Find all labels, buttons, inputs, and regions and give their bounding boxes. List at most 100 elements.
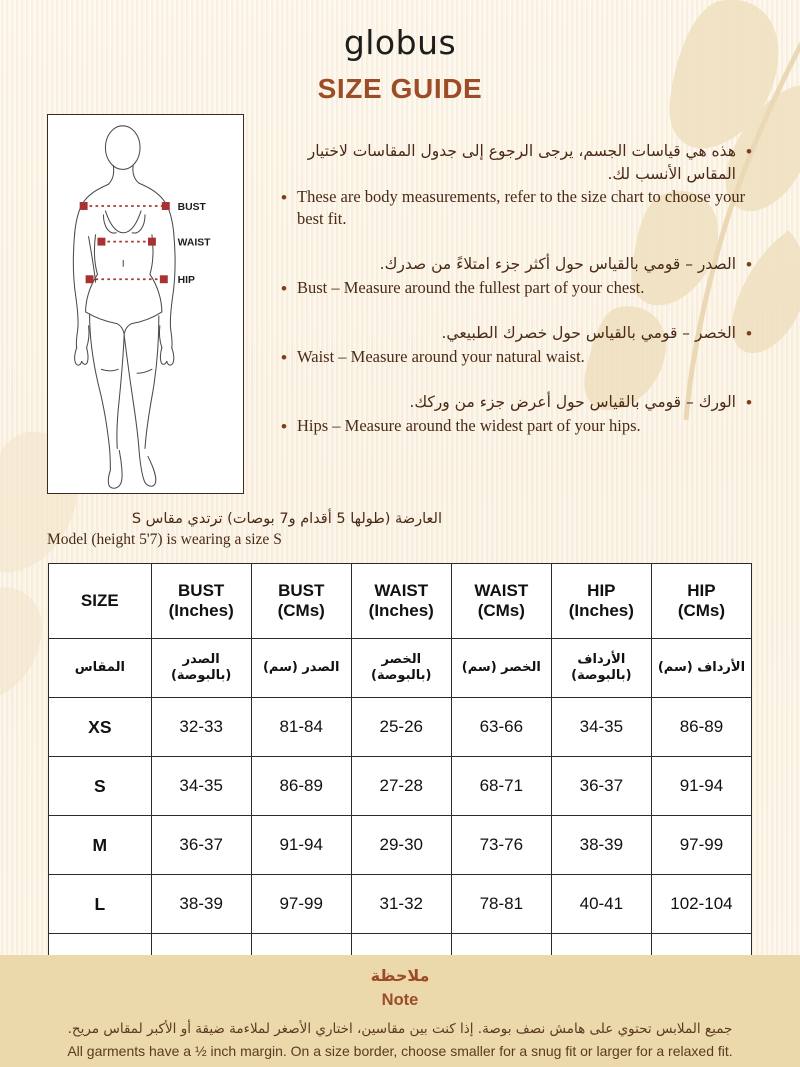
cell-waist-cms: 63-66: [450, 697, 552, 758]
cell-bust-inches: 38-39: [150, 874, 252, 935]
cell-waist-inches: 25-26: [350, 697, 452, 758]
col-header-ar-waist-inches: الخصر (بالبوصة): [350, 638, 452, 699]
col-header-hip-inches: HIP (Inches): [550, 563, 652, 640]
cell-hip-cms: 86-89: [650, 697, 753, 758]
cell-bust-cms: 91-94: [250, 815, 352, 876]
bust-marker-left: [79, 202, 88, 210]
bullet-dot-icon: •: [281, 417, 287, 437]
bullet-dot-icon: •: [746, 393, 752, 413]
table-header-row-en: SIZE BUST (Inches) BUST (CMs) WAIST (Inches…: [48, 563, 753, 640]
bullet-dot-icon: •: [746, 254, 752, 274]
cell-waist-cms: 73-76: [450, 815, 552, 876]
figure-label-bust: BUST: [178, 202, 207, 213]
cell-bust-inches: 36-37: [150, 815, 252, 876]
bullet-dot-icon: •: [281, 278, 287, 298]
cell-waist-cms: 68-71: [450, 756, 552, 817]
col-header-bust-inches: BUST (Inches): [150, 563, 252, 640]
cell-bust-cms: 86-89: [250, 756, 352, 817]
note-title-ar: ملاحظة: [370, 966, 430, 985]
col-header-bust-cms: BUST (CMs): [250, 563, 352, 640]
instruction-group-bust: • الصدر – قومي بالقياس حول أكثر جزء امتل…: [281, 253, 752, 300]
bullet-dot-icon: •: [281, 348, 287, 368]
cell-size: M: [48, 815, 152, 876]
cell-hip-inches: 38-39: [550, 815, 652, 876]
waist-marker-left: [97, 237, 106, 246]
col-header-ar-waist-cms: الخصر (سم): [450, 638, 552, 699]
bullet-dot-icon: •: [746, 142, 752, 162]
model-info: العارضة (طولها 5 أقدام و7 بوصات) ترتدي م…: [0, 509, 800, 551]
table-header-row-ar: المقاس الصدر (بالبوصة) الصدر (سم) الخصر …: [48, 638, 753, 699]
cell-waist-inches: 31-32: [350, 874, 452, 935]
cell-hip-inches: 40-41: [550, 874, 652, 935]
female-silhouette-icon: BUST WAIST HIP: [72, 125, 212, 489]
col-header-size: SIZE: [48, 563, 152, 640]
cell-hip-cms: 97-99: [650, 815, 753, 876]
list-item: • Bust – Measure around the fullest part…: [281, 277, 752, 300]
cell-size: L: [48, 874, 152, 935]
note-body-en: All garments have a ½ inch margin. On a …: [67, 1042, 733, 1059]
bullet-dot-icon: •: [281, 187, 287, 207]
cell-size: XS: [48, 697, 152, 758]
model-info-ar: العارضة (طولها 5 أقدام و7 بوصات) ترتدي م…: [131, 511, 442, 528]
instruction-bust-en: Bust – Measure around the fullest part o…: [297, 277, 645, 297]
cell-bust-cms: 97-99: [250, 874, 352, 935]
instruction-general-ar: هذه هي قياسات الجسم، يرجى الرجوع إلى جدو…: [307, 142, 736, 183]
note-body-ar: جميع الملابس تحتوي على هامش نصف بوصة. إذ…: [67, 1021, 733, 1038]
instruction-waist-ar: الخصر – قومي بالقياس حول خصرك الطبيعي.: [441, 324, 736, 343]
cell-hip-cms: 102-104: [650, 874, 753, 935]
cell-waist-inches: 27-28: [350, 756, 452, 817]
cell-waist-cms: 78-81: [450, 874, 552, 935]
intro-section: BUST WAIST HIP • هذه هي قياسات الجسم، ير…: [0, 114, 800, 495]
bullet-dot-icon: •: [746, 324, 752, 344]
waist-marker-right: [147, 237, 156, 246]
hip-marker-left: [85, 275, 94, 284]
list-item: • الصدر – قومي بالقياس حول أكثر جزء امتل…: [281, 253, 752, 276]
table-row: L 38-39 97-99 31-32 78-81 40-41 102-104: [48, 874, 753, 935]
cell-hip-inches: 34-35: [550, 697, 652, 758]
list-item: • الخصر – قومي بالقياس حول خصرك الطبيعي.: [281, 322, 752, 345]
table-row: XS 32-33 81-84 25-26 63-66 34-35 86-89: [48, 697, 753, 758]
col-header-waist-inches: WAIST (Inches): [350, 563, 452, 640]
hip-marker-right: [159, 275, 168, 284]
instruction-group-hips: • الورك – قومي بالقياس حول أعرض جزء من و…: [281, 391, 752, 438]
instruction-group-waist: • الخصر – قومي بالقياس حول خصرك الطبيعي.…: [281, 322, 752, 369]
list-item: • هذه هي قياسات الجسم، يرجى الرجوع إلى ج…: [281, 140, 752, 185]
figure-label-waist: WAIST: [178, 238, 212, 249]
cell-bust-inches: 34-35: [150, 756, 252, 817]
cell-size: S: [48, 756, 152, 817]
note-section: ملاحظة Note جميع الملابس تحتوي على هامش …: [0, 955, 800, 1067]
cell-bust-inches: 32-33: [150, 697, 252, 758]
figure-label-hip: HIP: [178, 275, 195, 286]
measurement-instructions-list: • هذه هي قياسات الجسم، يرجى الرجوع إلى ج…: [244, 114, 752, 439]
cell-waist-inches: 29-30: [350, 815, 452, 876]
instruction-bust-ar: الصدر – قومي بالقياس حول أكثر جزء امتلاء…: [379, 254, 736, 273]
instruction-hips-ar: الورك – قومي بالقياس حول أعرض جزء من ورك…: [409, 393, 736, 412]
instruction-hips-en: Hips – Measure around the widest part of…: [297, 416, 641, 436]
col-header-ar-hip-inches: الأرداف (بالبوصة): [550, 638, 652, 699]
cell-hip-inches: 36-37: [550, 756, 652, 817]
col-header-ar-bust-inches: الصدر (بالبوصة): [150, 638, 252, 699]
page-title: SIZE GUIDE: [317, 72, 483, 104]
col-header-waist-cms: WAIST (CMs): [450, 563, 552, 640]
instruction-group-general: • هذه هي قياسات الجسم، يرجى الرجوع إلى ج…: [281, 140, 752, 231]
cell-hip-cms: 91-94: [650, 756, 753, 817]
body-measurement-figure: BUST WAIST HIP: [47, 114, 244, 495]
col-header-ar-hip-cms: الأرداف (سم): [650, 638, 753, 699]
note-title-en: Note: [381, 990, 419, 1009]
brand-logo: globus: [343, 23, 457, 62]
table-row: M 36-37 91-94 29-30 73-76 38-39 97-99: [48, 815, 753, 876]
instruction-general-en: These are body measurements, refer to th…: [297, 186, 746, 229]
cell-bust-cms: 81-84: [250, 697, 352, 758]
list-item: • Hips – Measure around the widest part …: [281, 415, 752, 438]
col-header-ar-size: المقاس: [48, 638, 152, 699]
list-item: • These are body measurements, refer to …: [281, 186, 752, 231]
page-header: globus SIZE GUIDE: [0, 0, 800, 103]
model-info-en: Model (height 5'7) is wearing a size S: [47, 531, 282, 549]
list-item: • Waist – Measure around your natural wa…: [281, 346, 752, 369]
col-header-hip-cms: HIP (CMs): [650, 563, 753, 640]
list-item: • الورك – قومي بالقياس حول أعرض جزء من و…: [281, 391, 752, 414]
instruction-waist-en: Waist – Measure around your natural wais…: [297, 347, 585, 367]
table-row: S 34-35 86-89 27-28 68-71 36-37 91-94: [48, 756, 753, 817]
col-header-ar-bust-cms: الصدر (سم): [250, 638, 352, 699]
bust-marker-right: [161, 202, 170, 210]
